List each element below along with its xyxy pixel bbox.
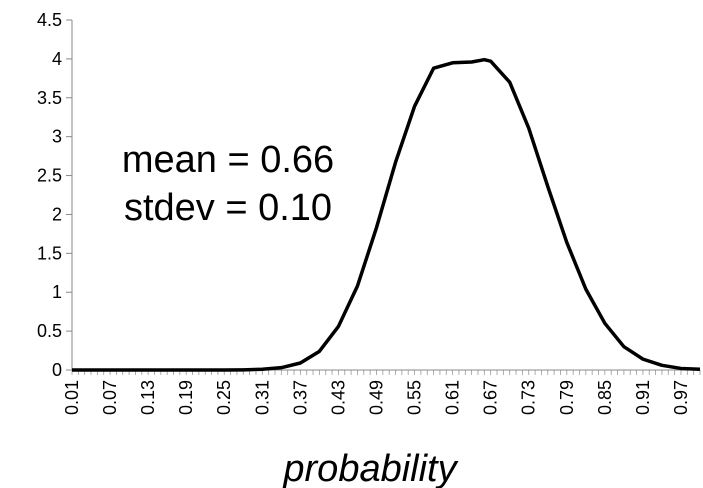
- x-tick-label: 0.25: [214, 380, 234, 415]
- y-tick-label: 4.5: [37, 10, 62, 30]
- y-axis-tick-labels: 0 0.5 1 1.5 2 2.5 3 3.5 4 4.5: [37, 10, 62, 380]
- y-tick-label: 3: [52, 127, 62, 147]
- y-tick-label: 1.5: [37, 243, 62, 263]
- x-tick-label: 0.67: [481, 380, 501, 415]
- y-tick-label: 3.5: [37, 88, 62, 108]
- x-tick-label: 0.55: [405, 380, 425, 415]
- x-tick-label: 0.19: [176, 380, 196, 415]
- x-axis-label: probability: [282, 448, 458, 488]
- y-tick-label: 4: [52, 49, 62, 69]
- x-tick-label: 0.73: [519, 380, 539, 415]
- x-tick-label: 0.37: [290, 380, 310, 415]
- series-line: [72, 57, 701, 372]
- x-tick-label: 0.97: [671, 380, 691, 415]
- x-tick-label: 0.49: [366, 380, 386, 415]
- x-axis-tick-labels: 0.01 0.07 0.13 0.19 0.25 0.31 0.37 0.43 0.49 0.55…: [62, 380, 691, 415]
- y-axis-ticks: [66, 19, 72, 371]
- x-tick-label: 0.13: [138, 380, 158, 415]
- x-tick-label: 0.07: [100, 380, 120, 415]
- x-tick-label: 0.61: [443, 380, 463, 415]
- annotation-mean: mean = 0.66: [122, 139, 334, 181]
- x-tick-label: 0.01: [62, 380, 82, 415]
- x-tick-label: 0.91: [633, 380, 653, 415]
- x-tick-label: 0.85: [595, 380, 615, 415]
- annotation-stdev: stdev = 0.10: [124, 187, 332, 229]
- y-tick-label: 1: [52, 282, 62, 302]
- y-tick-label: 2: [52, 204, 62, 224]
- y-tick-label: 2.5: [37, 166, 62, 186]
- x-tick-label: 0.79: [557, 380, 577, 415]
- x-tick-label: 0.43: [328, 380, 348, 415]
- x-tick-label: 0.31: [252, 380, 272, 415]
- y-tick-label: 0: [52, 360, 62, 380]
- y-tick-label: 0.5: [37, 321, 62, 341]
